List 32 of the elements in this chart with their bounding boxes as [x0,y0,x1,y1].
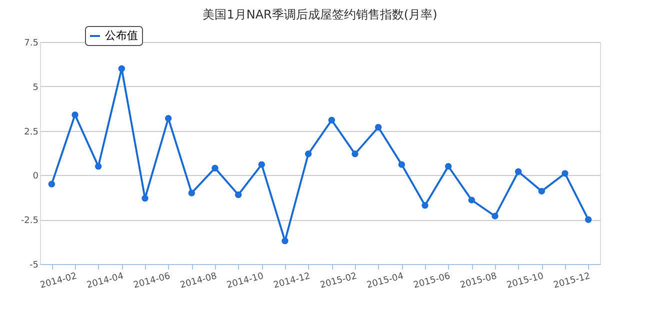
point [492,212,498,220]
point [142,194,148,202]
chart-title: 美国1月NAR季调后成屋签约销售指数(月率) [202,8,438,22]
point [282,238,288,244]
point [562,170,568,177]
point [444,162,452,170]
y-tick-label: 2.5 [24,127,38,138]
point [304,150,312,158]
y-tick-label: 5 [32,82,38,93]
point [188,190,196,196]
point [258,161,266,168]
y-tick-label: 0 [32,172,39,182]
y-tick-label: -5 [30,260,38,270]
point [352,150,358,158]
point [328,116,336,124]
point [398,161,406,168]
point [48,180,56,188]
point [422,202,428,209]
point [468,196,476,204]
point [164,115,172,122]
y-tick-label: 7.5 [24,38,38,48]
point [374,124,382,131]
point [72,111,78,118]
point [118,65,126,72]
point [584,216,592,223]
point [514,168,522,175]
point [94,162,102,170]
legend-label: 公布值 [105,29,138,42]
point [212,164,218,172]
y-tick-label: -2.5 [20,216,38,226]
point [234,191,242,198]
point [538,188,546,195]
